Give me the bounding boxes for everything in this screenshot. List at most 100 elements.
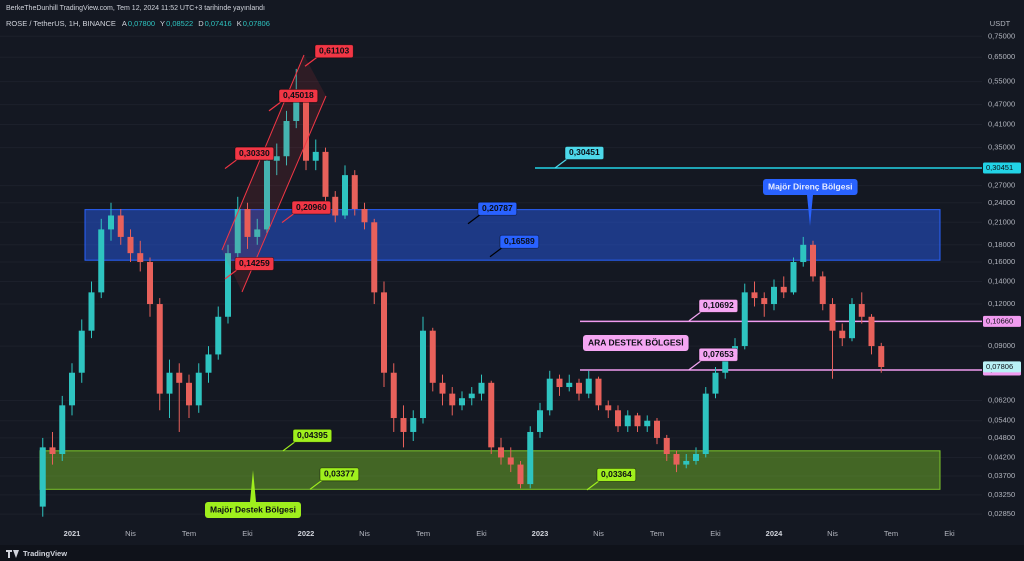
candle-body	[663, 437, 670, 455]
candle-body	[98, 229, 105, 293]
x-tick-label: Nis	[593, 529, 604, 538]
y-tick-label: 0,75000	[988, 31, 1015, 40]
callout-box	[291, 200, 332, 215]
level-badge-box	[983, 162, 1021, 174]
candle-body	[381, 292, 387, 373]
callout-label: 0,03377	[324, 469, 355, 479]
candle-body	[283, 121, 290, 157]
candle-body	[205, 354, 212, 373]
candle-body	[810, 244, 816, 277]
candle-body	[527, 431, 534, 485]
candle-body	[410, 418, 417, 432]
callout-label: 0,04395	[297, 430, 328, 440]
candle-body	[303, 101, 309, 161]
candle-body	[215, 316, 222, 355]
y-tick-label: 0,04200	[988, 452, 1015, 461]
candle-body	[88, 292, 95, 331]
y-tick-label: 0,03700	[988, 471, 1015, 480]
y-tick-label: 0,18000	[988, 240, 1015, 249]
y-tick-label: 0,41000	[988, 120, 1015, 129]
candle-body	[751, 292, 758, 299]
candle-body	[108, 215, 114, 230]
callout-label: 0,20787	[482, 203, 513, 213]
callout-box	[698, 299, 739, 313]
candle-body	[546, 378, 553, 411]
legend-text: D	[198, 19, 204, 28]
candle-body	[624, 415, 631, 427]
candle-body	[819, 276, 826, 305]
candle-body	[537, 410, 543, 432]
candle-body	[556, 378, 563, 388]
callout-box	[698, 347, 739, 362]
candle-body	[420, 330, 426, 419]
candle-body	[332, 196, 339, 216]
y-tick-label: 0,14000	[988, 277, 1015, 286]
candle-body	[147, 262, 153, 305]
candle-body	[634, 415, 641, 427]
candle-body	[59, 405, 66, 455]
candle-body	[351, 175, 358, 209]
candle-body	[800, 244, 807, 263]
footer-bar	[0, 545, 1024, 561]
y-tick-label: 0,35000	[988, 143, 1015, 152]
callout-box	[234, 146, 275, 161]
callout-leader	[304, 56, 318, 67]
candle-body	[868, 316, 875, 347]
brand-logo	[6, 550, 19, 558]
candle-body	[400, 418, 407, 432]
y-tick-label: 0,55000	[988, 77, 1015, 86]
candle-body	[507, 457, 514, 465]
candle-body	[585, 378, 592, 394]
last-price-label: 0,07806	[986, 362, 1013, 371]
y-tick-label: 0,05400	[988, 416, 1015, 425]
x-tick-label: Tem	[416, 529, 430, 538]
candle-body	[566, 382, 573, 388]
level-badge-label: 0,10660	[986, 316, 1013, 325]
candle-body	[683, 460, 690, 465]
candle-body	[615, 410, 621, 427]
callout-label: 0,10692	[703, 300, 734, 310]
callout-box	[477, 201, 518, 216]
candle-body	[195, 372, 202, 406]
candle-body	[449, 393, 456, 406]
x-tick-label: 2022	[298, 529, 315, 538]
candle-body	[712, 372, 719, 394]
zone	[39, 450, 941, 490]
candle-body	[595, 378, 602, 406]
callout-label: 0,30330	[239, 148, 270, 158]
callout-box	[499, 234, 540, 249]
x-tick-label: Eki	[710, 529, 721, 538]
y-tick-label: 0,12000	[988, 299, 1015, 308]
note-box	[763, 179, 858, 195]
candle-body	[244, 208, 251, 237]
note-box	[205, 502, 301, 518]
candle-body	[371, 222, 378, 293]
callout-leader	[282, 441, 296, 452]
y-tick-label: 0,65000	[988, 52, 1015, 61]
candle-body	[293, 101, 300, 122]
note-text: Majör Destek Bölgesi	[210, 504, 296, 514]
callout-leader	[224, 269, 238, 280]
candle-body	[722, 354, 729, 373]
x-tick-label: Tem	[884, 529, 898, 538]
candle-body	[186, 382, 192, 406]
callout-box	[234, 256, 275, 271]
callout-leader	[554, 158, 568, 169]
legend-text: 0,07416	[205, 19, 232, 28]
note-text: ARA DESTEK BÖLGESİ	[588, 337, 684, 347]
candle-body	[849, 304, 855, 339]
candle-body	[488, 382, 495, 448]
candle-body	[264, 160, 270, 230]
candle-body	[780, 286, 787, 293]
candle-body	[439, 382, 446, 394]
x-tick-label: 2023	[532, 529, 549, 538]
currency: USDT	[990, 19, 1011, 28]
y-tick-label: 0,24000	[988, 198, 1015, 207]
callout-label: 0,16589	[504, 236, 535, 246]
candle-body	[741, 292, 748, 347]
y-tick-label: 0,16000	[988, 257, 1015, 266]
x-tick-label: Tem	[182, 529, 196, 538]
legend-text: A	[122, 19, 127, 28]
candle-body	[839, 330, 846, 339]
callout-label: 0,30451	[569, 147, 600, 157]
